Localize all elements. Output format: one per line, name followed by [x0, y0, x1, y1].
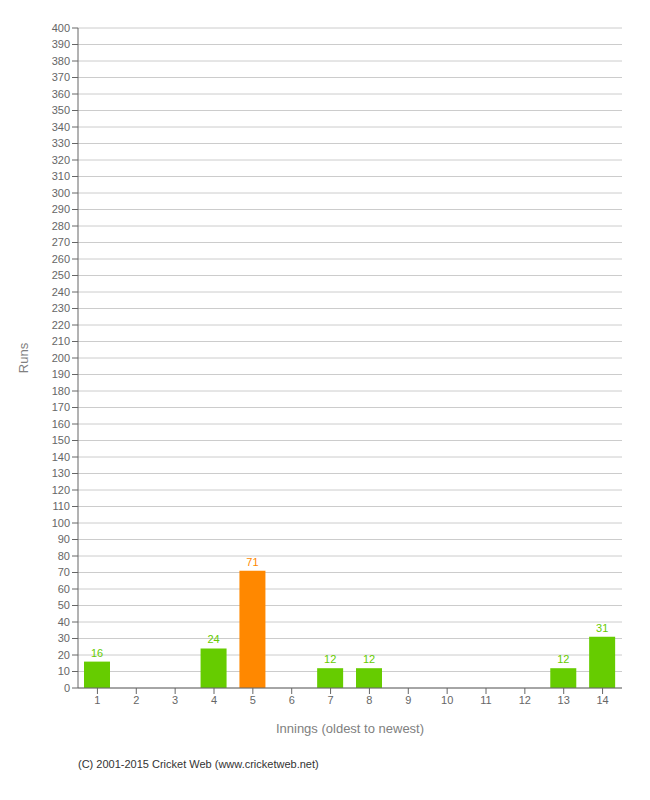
- html-text:(C) 2001-2015 Cricket Web (www: (C) 2001-2015 Cricket Web (www.cricketwe…: [78, 758, 319, 770]
- svg-text:30: 30: [58, 632, 70, 644]
- svg-text:270: 270: [52, 236, 70, 248]
- svg-text:380: 380: [52, 55, 70, 67]
- svg-text:7: 7: [328, 694, 334, 706]
- svg-text:12: 12: [363, 653, 375, 665]
- svg-text:120: 120: [52, 484, 70, 496]
- svg-text:4: 4: [211, 694, 217, 706]
- svg-text:180: 180: [52, 385, 70, 397]
- svg-text:12: 12: [557, 653, 569, 665]
- svg-text:Innings (oldest to newest): Innings (oldest to newest): [276, 721, 424, 736]
- svg-text:71: 71: [246, 556, 258, 568]
- svg-text:280: 280: [52, 220, 70, 232]
- svg-text:170: 170: [52, 401, 70, 413]
- svg-text:400: 400: [52, 22, 70, 34]
- svg-text:3: 3: [172, 694, 178, 706]
- svg-text:320: 320: [52, 154, 70, 166]
- svg-text:150: 150: [52, 434, 70, 446]
- svg-text:110: 110: [52, 500, 70, 512]
- svg-text:9: 9: [405, 694, 411, 706]
- svg-text:250: 250: [52, 269, 70, 281]
- svg-text:220: 220: [52, 319, 70, 331]
- svg-text:20: 20: [58, 649, 70, 661]
- svg-text:130: 130: [52, 467, 70, 479]
- svg-text:10: 10: [441, 694, 453, 706]
- svg-text:260: 260: [52, 253, 70, 265]
- svg-text:340: 340: [52, 121, 70, 133]
- svg-text:310: 310: [52, 170, 70, 182]
- svg-text:290: 290: [52, 203, 70, 215]
- svg-text:24: 24: [207, 633, 219, 645]
- svg-text:60: 60: [58, 583, 70, 595]
- svg-text:11: 11: [480, 694, 491, 706]
- svg-text:210: 210: [52, 335, 70, 347]
- svg-text:12: 12: [519, 694, 531, 706]
- svg-text:10: 10: [58, 665, 70, 677]
- svg-text:16: 16: [91, 647, 103, 659]
- svg-text:100: 100: [52, 517, 70, 529]
- svg-text:0: 0: [64, 682, 70, 694]
- svg-text:160: 160: [52, 418, 70, 430]
- svg-text:140: 140: [52, 451, 70, 463]
- svg-text:50: 50: [58, 599, 70, 611]
- svg-text:90: 90: [58, 533, 70, 545]
- svg-text:31: 31: [596, 622, 608, 634]
- svg-text:80: 80: [58, 550, 70, 562]
- svg-text:370: 370: [52, 71, 70, 83]
- svg-text:Runs: Runs: [16, 342, 31, 373]
- svg-text:240: 240: [52, 286, 70, 298]
- svg-text:14: 14: [596, 694, 608, 706]
- svg-text:200: 200: [52, 352, 70, 364]
- svg-text:40: 40: [58, 616, 70, 628]
- svg-text:70: 70: [58, 566, 70, 578]
- svg-text:8: 8: [366, 694, 372, 706]
- svg-text:2: 2: [133, 694, 139, 706]
- svg-text:230: 230: [52, 302, 70, 314]
- svg-text:330: 330: [52, 137, 70, 149]
- svg-text:1: 1: [94, 694, 100, 706]
- svg-text:5: 5: [250, 694, 256, 706]
- svg-text:6: 6: [289, 694, 295, 706]
- svg-text:300: 300: [52, 187, 70, 199]
- svg-text:190: 190: [52, 368, 70, 380]
- svg-text:360: 360: [52, 88, 70, 100]
- svg-text:350: 350: [52, 104, 70, 116]
- svg-text:12: 12: [324, 653, 336, 665]
- svg-text:390: 390: [52, 38, 70, 50]
- svg-text:13: 13: [558, 694, 570, 706]
